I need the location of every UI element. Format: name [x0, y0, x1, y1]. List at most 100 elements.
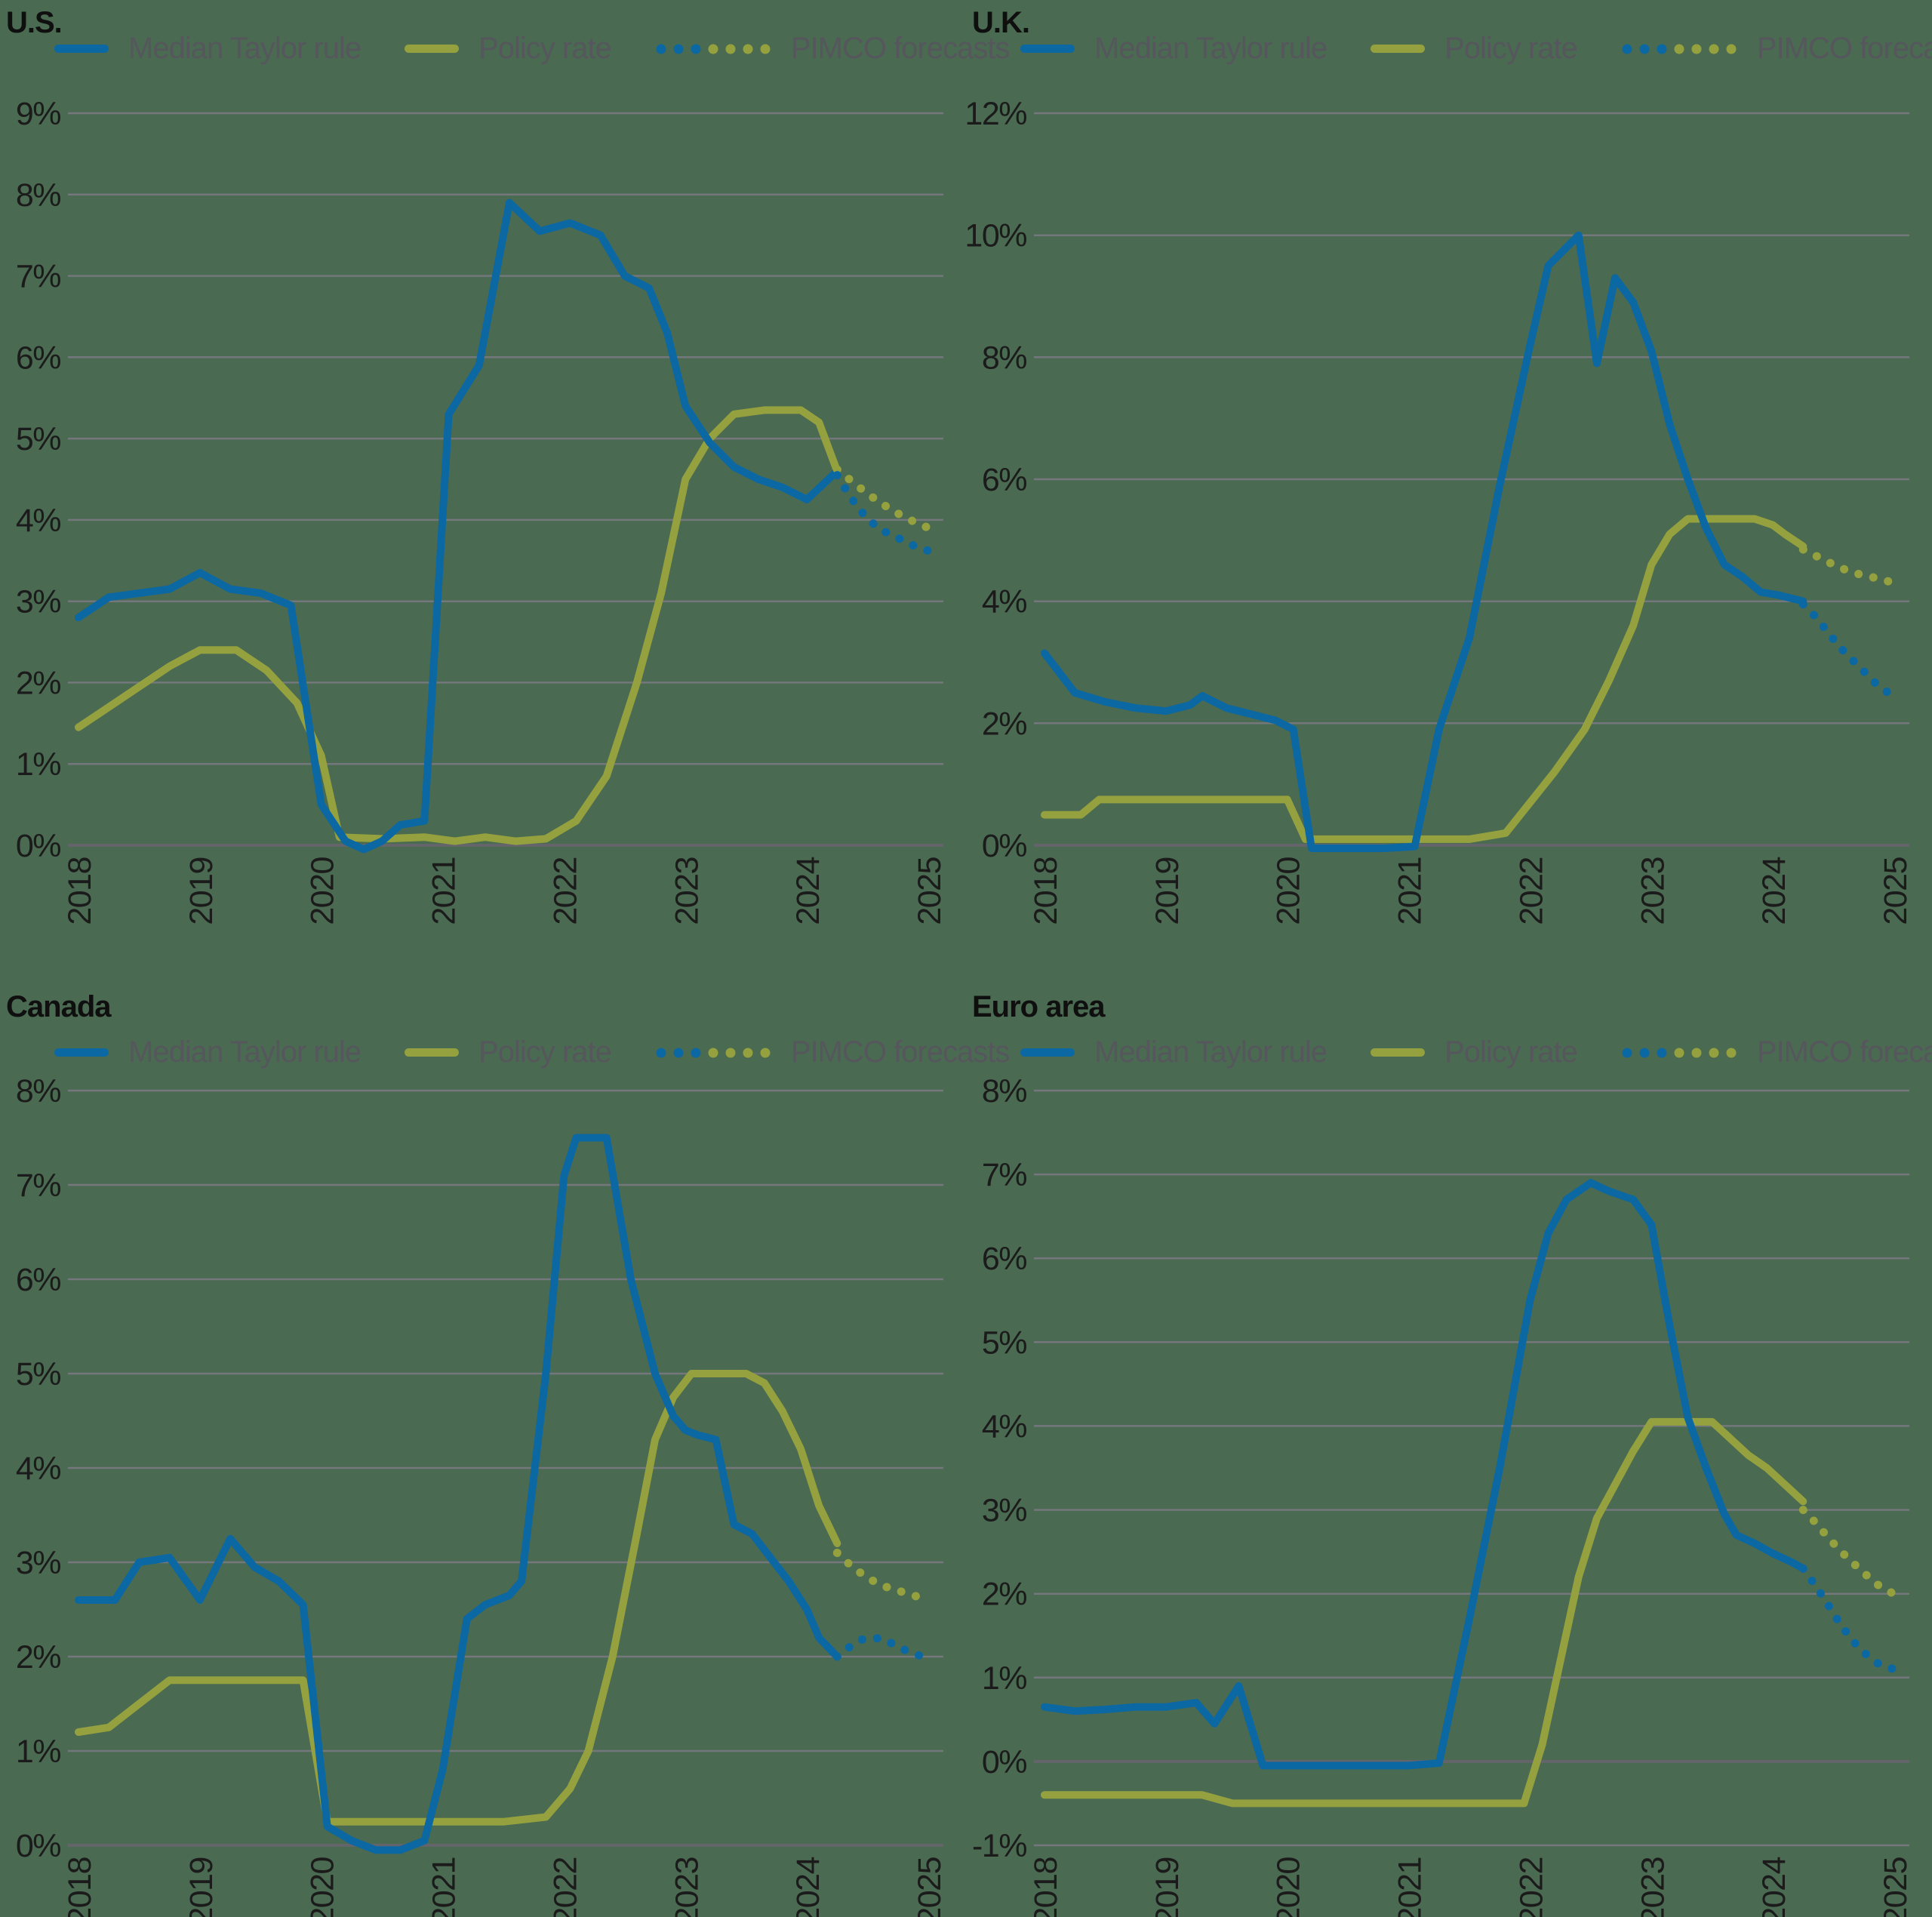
- legend-label-taylor: Median Taylor rule: [128, 1035, 361, 1069]
- svg-text:2024: 2024: [1756, 857, 1792, 925]
- svg-text:2025: 2025: [1878, 1857, 1914, 1917]
- svg-text:2024: 2024: [790, 1857, 826, 1917]
- legend-euro: Median Taylor rule Policy rate PIMCO for…: [1020, 1035, 1932, 1069]
- svg-text:8%: 8%: [16, 1073, 60, 1109]
- svg-text:3%: 3%: [16, 1545, 60, 1581]
- svg-text:2%: 2%: [16, 665, 60, 701]
- taylor-line-swatch-icon: [54, 1048, 109, 1057]
- svg-text:2022: 2022: [547, 857, 583, 925]
- policy-line-swatch-icon: [405, 45, 460, 53]
- forecast-dots-swatch-icon: [1622, 1048, 1737, 1057]
- svg-text:2%: 2%: [16, 1639, 60, 1675]
- svg-text:6%: 6%: [982, 462, 1026, 498]
- svg-text:2023: 2023: [669, 857, 705, 925]
- svg-text:2019: 2019: [183, 857, 220, 925]
- legend-label-forecast: PIMCO forecasts: [790, 1035, 1011, 1069]
- svg-text:2%: 2%: [982, 706, 1026, 742]
- svg-text:8%: 8%: [982, 1073, 1026, 1109]
- svg-text:4%: 4%: [16, 1451, 60, 1487]
- svg-text:9%: 9%: [16, 96, 60, 132]
- forecast-dots-swatch-icon: [1622, 44, 1737, 54]
- legend-item-policy: Policy rate: [1371, 32, 1578, 66]
- canada-plot: 0% 1% 2% 3% 4% 5% 6% 7% 8% 2018 2019 2020 2021 2022 20…: [0, 1049, 966, 1917]
- legend-label-forecast: PIMCO forecasts: [1756, 32, 1932, 65]
- svg-text:2019: 2019: [1149, 1857, 1186, 1917]
- legend-item-taylor: Median Taylor rule: [54, 32, 361, 66]
- svg-text:10%: 10%: [966, 218, 1026, 254]
- chart-title-canada: Canada: [6, 990, 111, 1023]
- svg-text:5%: 5%: [16, 421, 60, 457]
- legend-item-policy: Policy rate: [1371, 1035, 1578, 1069]
- legend-item-taylor: Median Taylor rule: [54, 1035, 361, 1069]
- svg-text:1%: 1%: [16, 746, 60, 783]
- taylor-line-swatch-icon: [54, 45, 109, 53]
- legend-label-policy: Policy rate: [1444, 1035, 1578, 1069]
- legend-us: Median Taylor rule Policy rate PIMCO for…: [54, 32, 1011, 66]
- svg-text:2%: 2%: [982, 1577, 1026, 1613]
- svg-text:2025: 2025: [912, 857, 948, 925]
- svg-text:2025: 2025: [1878, 857, 1914, 925]
- svg-text:6%: 6%: [16, 1262, 60, 1298]
- chart-title-euro: Euro area: [972, 990, 1106, 1023]
- chart-card-euro: Euro area Median Taylor rule Policy rate…: [966, 958, 1932, 1917]
- legend-item-taylor: Median Taylor rule: [1020, 32, 1327, 66]
- legend-label-taylor: Median Taylor rule: [128, 32, 361, 65]
- svg-text:8%: 8%: [982, 340, 1026, 376]
- legend-label-policy: Policy rate: [1444, 32, 1578, 65]
- svg-text:2018: 2018: [62, 857, 98, 925]
- svg-text:6%: 6%: [982, 1241, 1026, 1277]
- svg-text:2022: 2022: [1513, 857, 1549, 925]
- svg-text:2019: 2019: [183, 1857, 220, 1917]
- svg-text:7%: 7%: [16, 259, 60, 295]
- svg-text:12%: 12%: [966, 96, 1026, 132]
- forecast-dots-swatch-icon: [656, 1048, 771, 1057]
- svg-text:2019: 2019: [1149, 857, 1186, 925]
- legend-label-policy: Policy rate: [478, 32, 612, 65]
- legend-label-taylor: Median Taylor rule: [1094, 1035, 1327, 1069]
- chart-card-canada: Canada Median Taylor rule Policy rate PI…: [0, 958, 1010, 1917]
- uk-plot: 0% 2% 4% 6% 8% 10% 12% 2018 2019 2020 2021 2022 2023…: [966, 72, 1932, 958]
- svg-text:2022: 2022: [547, 1857, 583, 1917]
- svg-text:0%: 0%: [16, 1828, 60, 1864]
- chart-title-us: U.S.: [6, 6, 63, 39]
- svg-text:2020: 2020: [305, 857, 341, 925]
- svg-text:1%: 1%: [982, 1660, 1026, 1697]
- svg-text:5%: 5%: [982, 1325, 1026, 1361]
- svg-text:2024: 2024: [790, 857, 826, 925]
- legend-label-policy: Policy rate: [478, 1035, 612, 1069]
- svg-text:4%: 4%: [982, 584, 1026, 620]
- svg-text:2020: 2020: [305, 1857, 341, 1917]
- taylor-line-swatch-icon: [1020, 45, 1075, 53]
- svg-text:2022: 2022: [1513, 1857, 1549, 1917]
- legend-label-forecast: PIMCO forecasts: [790, 32, 1011, 65]
- legend-label-forecast: PIMCO forecasts: [1756, 1035, 1932, 1069]
- svg-text:2021: 2021: [1392, 1857, 1429, 1917]
- svg-text:2020: 2020: [1271, 1857, 1307, 1917]
- euro-plot: -1% 0% 1% 2% 3% 4% 5% 6% 7% 8% 2018 2019 2020 2021 202…: [966, 1049, 1932, 1917]
- legend-canada: Median Taylor rule Policy rate PIMCO for…: [54, 1035, 1011, 1069]
- legend-item-policy: Policy rate: [405, 1035, 612, 1069]
- svg-text:2023: 2023: [669, 1857, 705, 1917]
- policy-line-swatch-icon: [405, 1048, 460, 1057]
- svg-text:-1%: -1%: [972, 1828, 1026, 1864]
- chart-card-us: U.S. Median Taylor rule Policy rate PIMC…: [0, 0, 1010, 958]
- policy-line-swatch-icon: [1371, 1048, 1426, 1057]
- legend-uk: Median Taylor rule Policy rate PIMCO for…: [1020, 32, 1932, 66]
- policy-line-swatch-icon: [1371, 45, 1426, 53]
- svg-text:4%: 4%: [16, 503, 60, 539]
- legend-item-forecast: PIMCO forecasts: [1621, 1035, 1932, 1069]
- us-plot: 0% 1% 2% 3% 4% 5% 6% 7% 8% 9% 2018 2019 2020 2021 2022…: [0, 72, 966, 958]
- legend-item-policy: Policy rate: [405, 32, 612, 66]
- legend-label-taylor: Median Taylor rule: [1094, 32, 1327, 65]
- legend-item-forecast: PIMCO forecasts: [1621, 32, 1932, 66]
- taylor-line-swatch-icon: [1020, 1048, 1075, 1057]
- forecast-dots-swatch-icon: [656, 44, 771, 54]
- svg-text:2023: 2023: [1635, 1857, 1671, 1917]
- svg-text:2018: 2018: [1028, 857, 1064, 925]
- svg-text:0%: 0%: [982, 828, 1026, 864]
- legend-item-taylor: Median Taylor rule: [1020, 1035, 1327, 1069]
- svg-text:2025: 2025: [912, 1857, 948, 1917]
- svg-text:2018: 2018: [62, 1857, 98, 1917]
- svg-text:8%: 8%: [16, 177, 60, 214]
- svg-text:2021: 2021: [1392, 857, 1429, 925]
